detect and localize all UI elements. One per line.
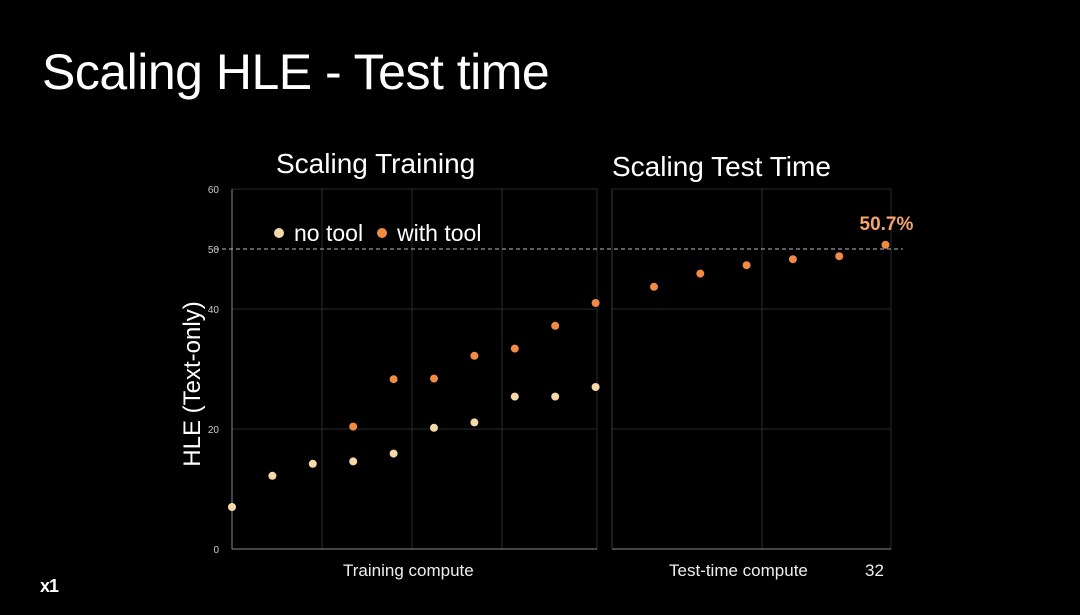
point-training-no-tool-9: [551, 392, 560, 401]
point-test-time-with-tool-6: [881, 240, 890, 249]
point-training-with-tool-6: [551, 321, 560, 330]
xai-logo: x1: [40, 576, 59, 596]
point-training-with-tool-3: [430, 374, 438, 383]
point-test-time-with-tool-5: [835, 252, 844, 261]
slide-title: Scaling HLE - Test time: [42, 44, 550, 100]
point-training-no-tool-6: [430, 423, 438, 432]
legend-label-with-tool: with tool: [397, 220, 482, 246]
x-tick-label-32: 32: [865, 561, 884, 580]
point-training-with-tool-4: [470, 351, 479, 360]
annotation-layer: 50.7%: [860, 214, 914, 235]
point-training-no-tool-7: [470, 418, 479, 427]
point-test-time-with-tool-4: [788, 255, 797, 264]
legend-item-no-tool: no tool: [274, 218, 363, 248]
point-training-no-tool-1: [228, 503, 236, 511]
point-training-no-tool-10: [591, 383, 600, 391]
y-axis-title: HLE (Text-only): [179, 301, 206, 467]
panel-title-test-time: Scaling Test Time: [612, 151, 831, 182]
point-training-with-tool-2: [389, 375, 398, 384]
legend-item-with-tool: with tool: [377, 218, 481, 248]
y-tick-label-60: 60: [208, 185, 220, 196]
y-tick-label-50: 50: [208, 245, 220, 256]
point-training-with-tool-1: [349, 422, 358, 431]
point-training-no-tool-2: [268, 471, 277, 480]
annotation-50-7: 50.7%: [860, 214, 914, 235]
point-training-no-tool-3: [308, 459, 317, 468]
chart-legend: no tool with tool: [274, 218, 495, 248]
x-axis-title-test-time: Test-time compute: [669, 561, 808, 580]
point-training-with-tool-5: [510, 344, 519, 353]
point-training-with-tool-7: [591, 299, 600, 307]
point-test-time-with-tool-3: [742, 261, 751, 270]
x-axis-title-training: Training compute: [343, 561, 474, 580]
point-training-no-tool-5: [389, 449, 398, 458]
y-tick-labels: 0 20 40 50 60: [208, 185, 220, 556]
y-tick-label-0: 0: [213, 545, 219, 556]
panel-title-training: Scaling Training: [276, 148, 476, 179]
point-training-no-tool-4: [349, 457, 358, 466]
data-points: [228, 240, 890, 511]
point-test-time-with-tool-2: [696, 269, 705, 278]
point-training-no-tool-8: [510, 392, 519, 401]
y-tick-label-40: 40: [208, 305, 220, 316]
legend-label-no-tool: no tool: [294, 220, 364, 246]
legend-swatch-with-tool: [377, 228, 388, 238]
legend-swatch-no-tool: [274, 228, 284, 238]
point-test-time-with-tool-1: [650, 282, 658, 291]
y-tick-label-20: 20: [208, 425, 220, 436]
